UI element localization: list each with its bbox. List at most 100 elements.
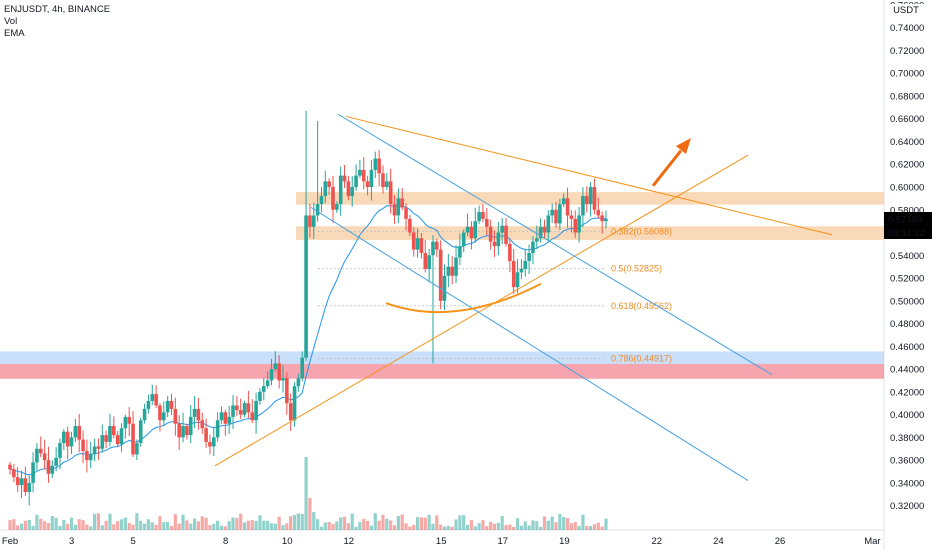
price-tick-label: 0.40000 [890, 410, 924, 421]
candle-body [35, 448, 39, 463]
volume-bar [112, 524, 116, 530]
volume-bar [492, 523, 497, 530]
volume-bar [577, 525, 581, 530]
candle-body [369, 169, 374, 187]
candle-body [135, 443, 139, 455]
candle-body [50, 465, 55, 474]
candle-body [361, 169, 366, 182]
candle-body [342, 175, 347, 182]
fib-level-label: 0.382(0.56088) [611, 227, 672, 237]
volume-bar [350, 513, 354, 530]
candle-body [538, 226, 543, 239]
candle-body [162, 412, 166, 421]
candle-body [588, 187, 593, 205]
candle-body [58, 443, 62, 458]
candle-body [304, 215, 308, 358]
candle-body [573, 218, 578, 233]
candle-body [12, 469, 16, 478]
descending-trendline-orange [345, 115, 833, 236]
price-tick-label: 0.42000 [890, 387, 924, 398]
candle-body [496, 232, 501, 247]
volume-bar [454, 519, 458, 530]
volume-bar [177, 523, 181, 530]
candle-body [73, 425, 78, 438]
candle-body [158, 405, 162, 421]
volume-bar [58, 525, 62, 530]
volume-bar [77, 519, 81, 530]
candle-body [219, 412, 224, 421]
candle-body [100, 435, 105, 449]
symbol-title[interactable]: ENJUSDT, 4h, BINANCE [4, 4, 111, 15]
volume-bar [54, 517, 58, 530]
price-tick-label: 0.68000 [890, 91, 924, 102]
volume-bar [366, 520, 370, 530]
volume-bar [465, 524, 470, 530]
candle-body [238, 410, 243, 415]
candle-body [85, 451, 89, 461]
last-price-badge[interactable] [884, 211, 932, 226]
volume-bar [242, 522, 247, 530]
volume-bar [173, 514, 177, 530]
candle-body [300, 357, 305, 379]
volume-bar [81, 520, 85, 530]
price-tick-label: 0.74000 [890, 23, 924, 34]
candle-body [196, 408, 201, 421]
price-tick-label: 0.44000 [890, 365, 924, 376]
candle-body [288, 403, 293, 421]
candle-body [465, 226, 470, 233]
volume-bar [477, 523, 481, 530]
volume-bar [404, 523, 408, 530]
volume-bar [127, 523, 131, 530]
volume-bar [512, 526, 516, 530]
volume-bar [304, 457, 308, 530]
candle-body [123, 416, 128, 429]
volume-bar [169, 525, 174, 530]
volume-bar [239, 513, 243, 530]
candle-body [523, 260, 528, 269]
candle-body [392, 204, 397, 216]
volume-bar [581, 514, 585, 530]
candle-body [581, 196, 585, 216]
volume-bar [354, 526, 358, 530]
fib-level-label: 0.5(0.52825) [611, 264, 662, 274]
volume-bar [231, 517, 235, 530]
time-tick-label: 22 [652, 536, 663, 547]
candle-body [508, 243, 512, 261]
volume-bar [385, 518, 389, 530]
volume-bar [369, 525, 374, 530]
volume-indicator-label[interactable]: Vol [4, 16, 18, 27]
volume-bar [254, 520, 258, 530]
price-tick-label: 0.62000 [890, 160, 924, 171]
candle-body [350, 187, 355, 197]
candle-body [450, 266, 454, 276]
volume-bar [181, 514, 185, 530]
volume-bar [273, 523, 277, 530]
volume-bar [327, 521, 331, 530]
candle-body [596, 209, 601, 216]
volume-bar [550, 516, 554, 530]
candle-body [488, 226, 493, 242]
volume-bar [246, 520, 250, 530]
candle-body [285, 378, 289, 404]
volume-bar [535, 521, 539, 530]
volume-bar [546, 520, 550, 530]
candle-body [311, 215, 316, 227]
candle-body [181, 425, 185, 438]
ema-indicator-label[interactable]: EMA [4, 28, 25, 39]
candle-body [435, 241, 439, 250]
volume-bar [150, 522, 154, 530]
candle-body [54, 457, 58, 466]
volume-bar [46, 523, 51, 530]
volume-bar [39, 518, 43, 530]
volume-bar [392, 525, 397, 530]
ema-line [9, 205, 607, 476]
volume-bar [204, 517, 208, 530]
volume-bar [223, 526, 227, 530]
candle-body [315, 204, 320, 216]
candle-body [569, 215, 574, 219]
time-tick-label: 3 [69, 536, 74, 547]
volume-bar [19, 523, 24, 530]
volume-bar [381, 514, 385, 530]
